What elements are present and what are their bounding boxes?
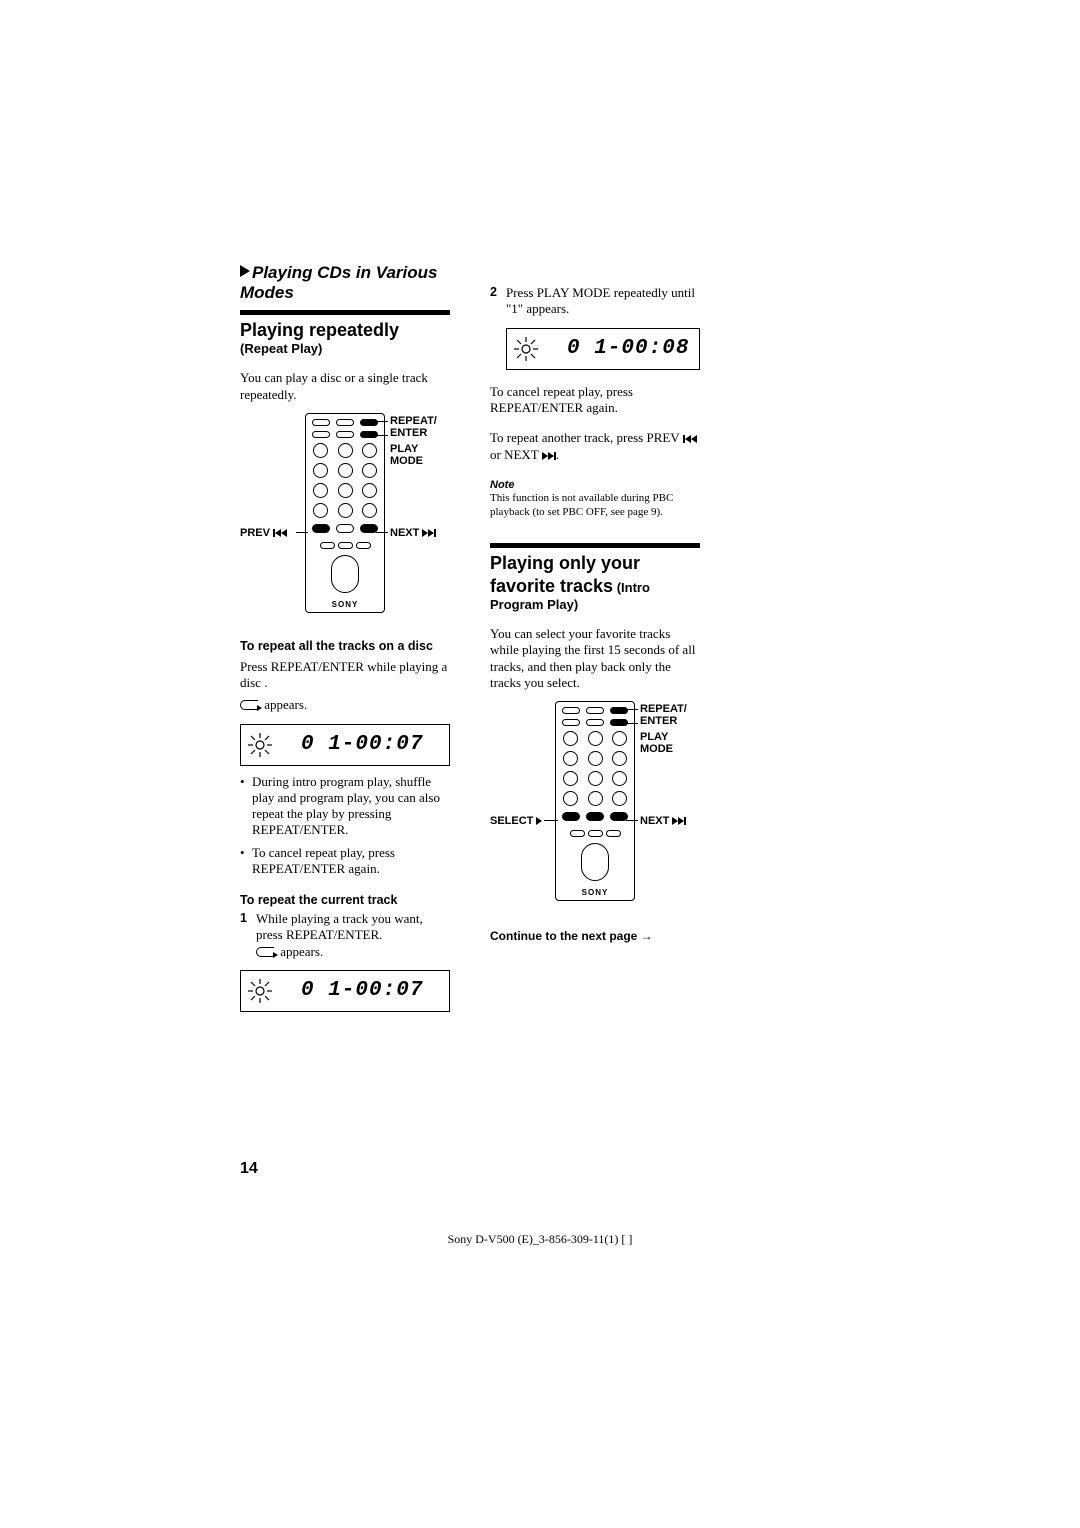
sub-repeat-current: To repeat the current track [240, 893, 450, 907]
sony-logo: SONY [306, 600, 384, 609]
heading-repeat: Playing repeatedly [240, 319, 450, 342]
section-header: Playing CDs in Various Modes [240, 263, 450, 304]
remote-diagram-1: SONY REPEAT/ENTER PLAYMODE PREV NEXT [240, 413, 450, 623]
note-heading: Note [490, 479, 700, 491]
display-text-1: 0 1-00:07 [301, 733, 423, 756]
continue-text: Continue to the next page → [490, 929, 700, 943]
loop-icon [240, 700, 258, 710]
lcd-display-3: 0 1-00:08 [506, 328, 700, 370]
label-repeat-enter: REPEAT/ENTER [390, 415, 437, 439]
note-text: This function is not available during PB… [490, 491, 700, 520]
disc-icon [247, 978, 273, 1004]
heading-intro-program-sub: Program Play) [490, 597, 700, 612]
divider [240, 310, 450, 315]
remote-body: SONY [555, 701, 635, 901]
bullet-list: During intro program play, shuffle play … [240, 774, 450, 878]
step-2: 2Press PLAY MODE repeatedly until "1" ap… [490, 285, 700, 318]
sub1-appears: appears. [240, 697, 450, 713]
step-1: 1While playing a track you want, press R… [240, 911, 450, 960]
label-next: NEXT [390, 527, 436, 540]
footer-text: Sony D-V500 (E)_3-856-309-11(1) [ ] [0, 1232, 1080, 1247]
label-next: NEXT [640, 815, 686, 828]
label-repeat-enter: REPEAT/ENTER [640, 703, 687, 727]
disc-icon [513, 336, 539, 362]
prev-icon [683, 431, 697, 447]
bullet-1: During intro program play, shuffle play … [240, 774, 450, 839]
label-prev: PREV [240, 527, 287, 540]
steps-list: 1While playing a track you want, press R… [240, 911, 450, 960]
cancel-text: To cancel repeat play, press REPEAT/ENTE… [490, 384, 700, 417]
lcd-display-2: 0 1-00:07 [240, 970, 450, 1012]
label-select: SELECT [490, 815, 542, 828]
bullet-2: To cancel repeat play, press REPEAT/ENTE… [240, 845, 450, 878]
label-play-mode: PLAYMODE [390, 443, 423, 467]
sony-logo: SONY [556, 888, 634, 897]
sub1-body: Press REPEAT/ENTER while playing a disc … [240, 659, 450, 692]
page-content: Playing CDs in Various Modes Playing rep… [240, 263, 700, 1012]
play-icon [240, 265, 250, 277]
remote-body: SONY [305, 413, 385, 613]
left-column: Playing CDs in Various Modes Playing rep… [240, 263, 450, 1012]
lcd-display-1: 0 1-00:07 [240, 724, 450, 766]
right-column: 2Press PLAY MODE repeatedly until "1" ap… [490, 263, 700, 1012]
page-number: 14 [240, 1160, 258, 1178]
remote-diagram-2: SONY REPEAT/ENTER PLAYMODE SELECT NEXT [490, 701, 700, 911]
section-title: Playing CDs in Various Modes [240, 263, 437, 302]
loop-icon [256, 947, 274, 957]
steps-list-right: 2Press PLAY MODE repeatedly until "1" ap… [490, 285, 700, 318]
intro-text: You can play a disc or a single track re… [240, 370, 450, 403]
sub-repeat-all: To repeat all the tracks on a disc [240, 639, 450, 653]
label-play-mode: PLAYMODE [640, 731, 673, 755]
heading-intro-program: Playing only your favorite tracks (Intro [490, 552, 700, 597]
divider [490, 543, 700, 548]
next-icon [542, 448, 556, 464]
display-text-2: 0 1-00:07 [301, 979, 423, 1002]
another-text: To repeat another track, press PREV or N… [490, 430, 700, 465]
arrow-right-icon: → [641, 929, 653, 943]
disc-icon [247, 732, 273, 758]
heading-repeat-sub: (Repeat Play) [240, 341, 450, 356]
display-text-3: 0 1-00:08 [567, 337, 689, 360]
intro2-text: You can select your favorite tracks whil… [490, 626, 700, 691]
